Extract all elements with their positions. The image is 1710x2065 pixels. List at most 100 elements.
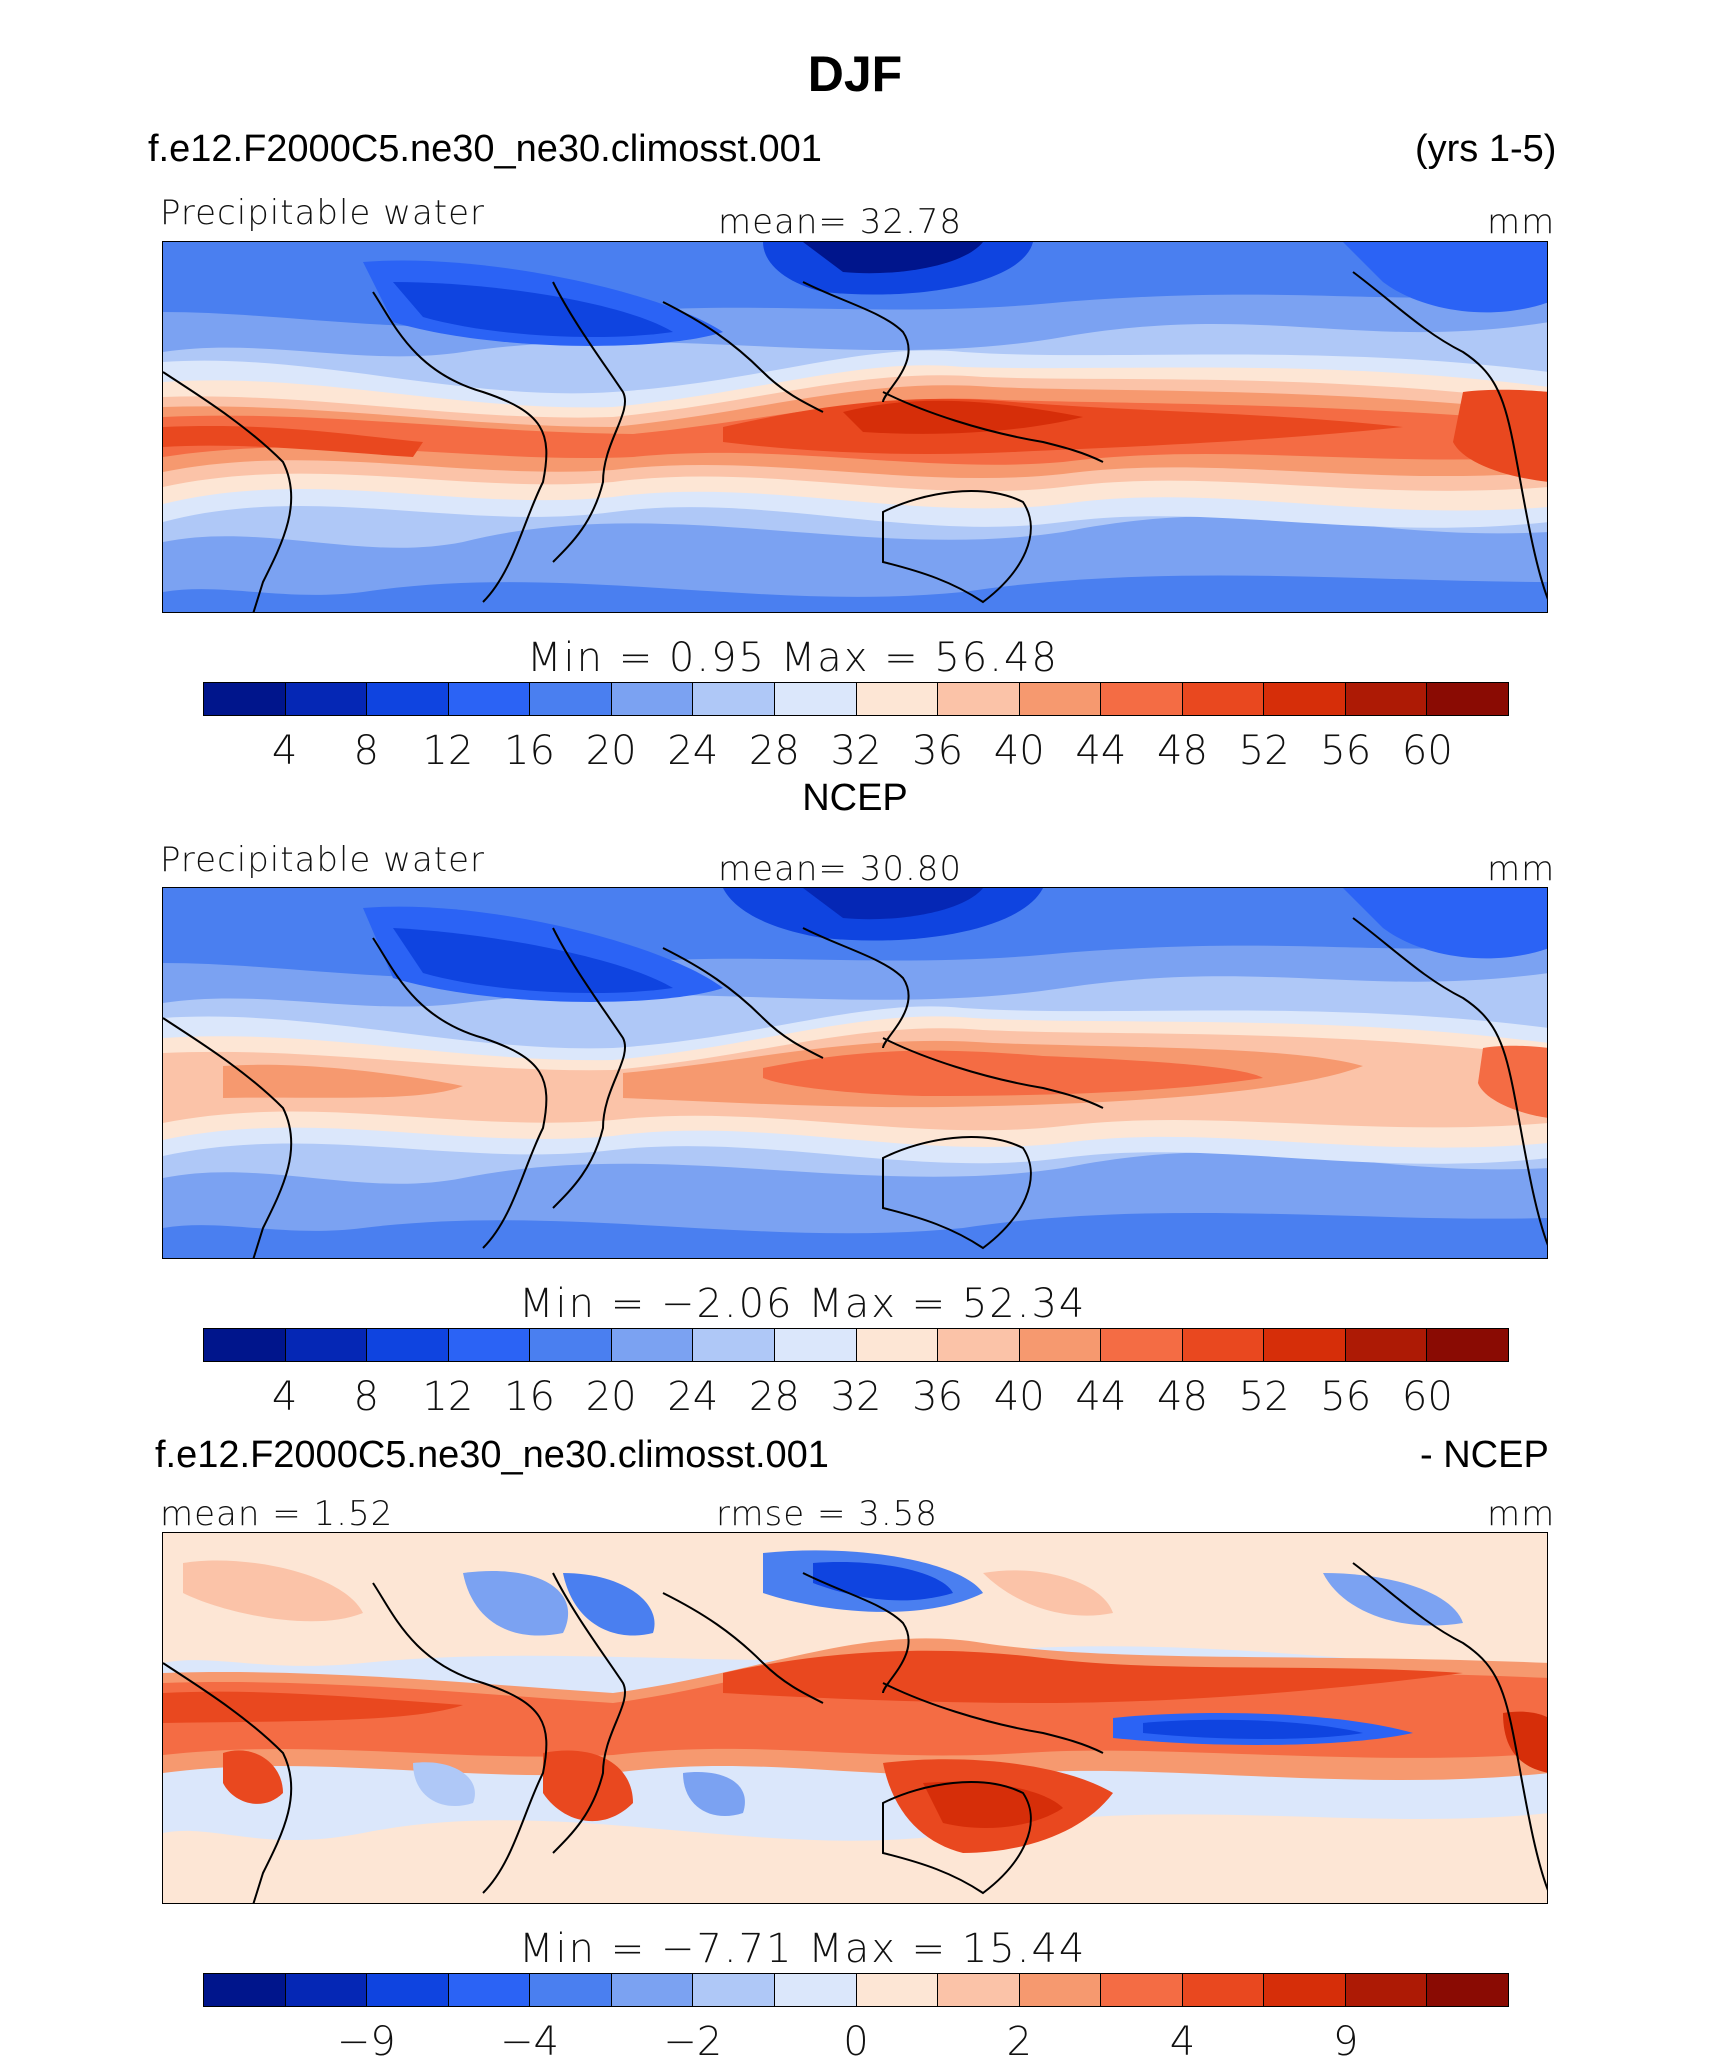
colorbar-tick-label: 0	[843, 2019, 869, 2065]
colorbar-segment	[1264, 683, 1346, 715]
panel2-colorbar	[203, 1328, 1509, 1362]
panel2-mean: mean= 30.80	[718, 849, 963, 889]
panel2-minmax: Min = −2.06 Max = 52.34	[519, 1281, 1087, 1327]
colorbar-segment	[1427, 1329, 1508, 1361]
colorbar-tick-label: −9	[336, 2019, 396, 2065]
colorbar-segment	[448, 1974, 531, 2006]
colorbar-tick-label: 32	[830, 728, 882, 774]
colorbar-segment	[1101, 1329, 1183, 1361]
panel1-contour-field	[163, 242, 1547, 612]
panel1-years: (yrs 1-5)	[1415, 128, 1557, 170]
colorbar-segment	[285, 683, 368, 715]
colorbar-tick-label: 52	[1238, 728, 1290, 774]
panel3-rmse: rmse = 3.58	[716, 1494, 938, 1534]
colorbar-segment	[1182, 1329, 1265, 1361]
colorbar-tick-label: −4	[500, 2019, 559, 2065]
colorbar-tick-label: 32	[830, 1374, 882, 1420]
colorbar-tick-label: 40	[993, 728, 1045, 774]
panel3-contour-field	[163, 1533, 1547, 1903]
colorbar-tick-label: 9	[1333, 2019, 1359, 2065]
colorbar-tick-label: 4	[271, 1374, 298, 1420]
colorbar-segment	[1019, 1329, 1102, 1361]
panel1-variable: Precipitable water	[160, 193, 486, 233]
colorbar-tick-label: 48	[1157, 728, 1208, 774]
colorbar-tick-label: 56	[1320, 1374, 1372, 1420]
colorbar-segment	[611, 1974, 694, 2006]
colorbar-segment	[856, 683, 939, 715]
panel1-minmax: Min = 0.95 Max = 56.48	[527, 635, 1059, 681]
panel2-map	[162, 887, 1548, 1259]
colorbar-segment	[448, 1329, 531, 1361]
colorbar-tick-label: 48	[1157, 1374, 1208, 1420]
colorbar-segment	[938, 1329, 1020, 1361]
colorbar-segment	[938, 1974, 1020, 2006]
colorbar-segment	[693, 1974, 775, 2006]
colorbar-segment	[856, 1974, 939, 2006]
colorbar-segment	[1345, 1329, 1428, 1361]
colorbar-tick-label: 36	[912, 728, 964, 774]
colorbar-segment	[530, 1974, 612, 2006]
colorbar-tick-label: 24	[667, 728, 719, 774]
colorbar-tick-label: 2	[1006, 2019, 1032, 2065]
colorbar-tick-label: 52	[1238, 1374, 1290, 1420]
colorbar-segment	[367, 1974, 449, 2006]
colorbar-segment	[1427, 683, 1508, 715]
colorbar-segment	[856, 1329, 939, 1361]
colorbar-segment	[448, 683, 531, 715]
colorbar-segment	[611, 683, 694, 715]
colorbar-tick-label: 12	[422, 1374, 474, 1420]
colorbar-segment	[693, 1329, 775, 1361]
colorbar-tick-label: 16	[504, 728, 555, 774]
figure-title: DJF	[807, 46, 903, 102]
colorbar-segment	[285, 1329, 368, 1361]
panel3-case-name: f.e12.F2000C5.ne30_ne30.climosst.001	[155, 1434, 829, 1476]
colorbar-tick-label: 40	[993, 1374, 1045, 1420]
colorbar-tick-label: 36	[912, 1374, 964, 1420]
colorbar-tick-label: 60	[1401, 728, 1453, 774]
colorbar-tick-label: 44	[1075, 1374, 1127, 1420]
colorbar-segment	[1182, 1974, 1265, 2006]
colorbar-segment	[530, 683, 612, 715]
panel2-dataset-name: NCEP	[802, 777, 908, 819]
colorbar-segment	[938, 683, 1020, 715]
colorbar-segment	[1182, 683, 1265, 715]
colorbar-segment	[1345, 1974, 1428, 2006]
colorbar-segment	[204, 683, 286, 715]
colorbar-tick-label: 44	[1075, 728, 1127, 774]
colorbar-segment	[1264, 1974, 1346, 2006]
panel1-map	[162, 241, 1548, 613]
colorbar-tick-label: 60	[1401, 1374, 1453, 1420]
colorbar-segment	[1019, 683, 1102, 715]
colorbar-tick-label: 12	[422, 728, 474, 774]
colorbar-segment	[204, 1329, 286, 1361]
colorbar-segment	[530, 1329, 612, 1361]
panel3-minmax: Min = −7.71 Max = 15.44	[519, 1926, 1087, 1972]
colorbar-tick-label: 20	[585, 1374, 637, 1420]
colorbar-tick-label: 8	[353, 1374, 379, 1420]
panel3-colorbar	[203, 1973, 1509, 2007]
panel3-mean: mean = 1.52	[160, 1494, 394, 1534]
colorbar-segment	[285, 1974, 368, 2006]
panel1-case-name: f.e12.F2000C5.ne30_ne30.climosst.001	[148, 128, 822, 170]
colorbar-segment	[1427, 1974, 1508, 2006]
colorbar-segment	[1264, 1329, 1346, 1361]
colorbar-tick-label: 24	[667, 1374, 719, 1420]
colorbar-segment	[1019, 1974, 1102, 2006]
colorbar-segment	[774, 1329, 857, 1361]
colorbar-tick-label: 4	[271, 728, 298, 774]
colorbar-tick-label: 4	[1169, 2019, 1196, 2065]
panel3-units: mm	[1487, 1494, 1556, 1534]
panel1-colorbar	[203, 682, 1509, 716]
colorbar-segment	[774, 1974, 857, 2006]
colorbar-tick-label: 28	[748, 1374, 800, 1420]
panel1-mean: mean= 32.78	[718, 202, 963, 242]
panel1-units: mm	[1487, 202, 1556, 242]
panel2-contour-field	[163, 888, 1547, 1258]
colorbar-tick-label: 16	[504, 1374, 555, 1420]
colorbar-tick-label: 8	[353, 728, 379, 774]
panel2-units: mm	[1487, 849, 1556, 889]
colorbar-segment	[1101, 1974, 1183, 2006]
colorbar-segment	[367, 1329, 449, 1361]
colorbar-tick-label: −2	[663, 2019, 723, 2065]
colorbar-tick-label: 56	[1320, 728, 1372, 774]
